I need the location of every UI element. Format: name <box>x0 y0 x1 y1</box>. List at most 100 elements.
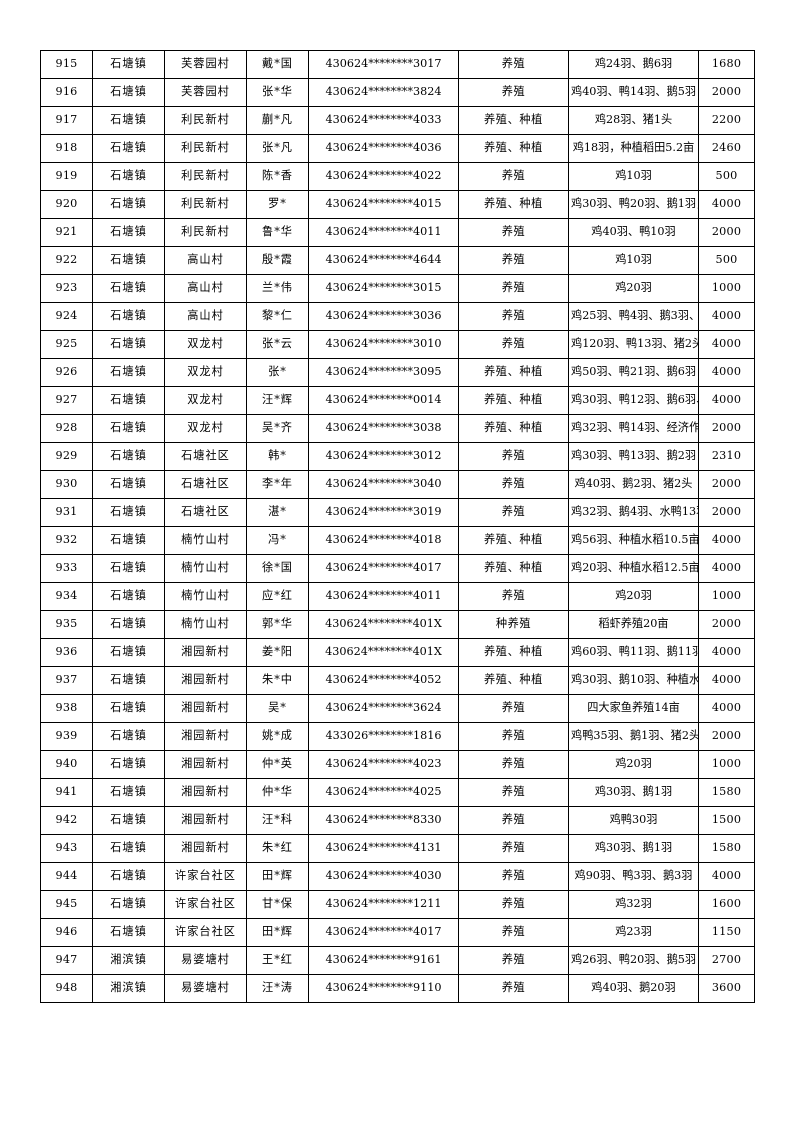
cell-type: 养殖 <box>458 162 569 191</box>
cell-town: 石塘镇 <box>92 526 165 555</box>
cell-village: 双龙村 <box>164 330 247 359</box>
cell-name: 陈*香 <box>246 162 309 191</box>
cell-town: 石塘镇 <box>92 78 165 107</box>
cell-amount: 4000 <box>698 330 755 359</box>
cell-village: 许家台社区 <box>164 890 247 919</box>
cell-village: 双龙村 <box>164 358 247 387</box>
cell-detail: 鸡30羽、鸭12羽、鹅6羽、经济作物5亩 <box>568 386 699 415</box>
cell-detail: 鸡26羽、鸭20羽、鹅5羽 <box>568 946 699 975</box>
cell-amount: 1600 <box>698 890 755 919</box>
cell-sequence: 945 <box>40 890 93 919</box>
cell-name: 罗* <box>246 190 309 219</box>
cell-sequence: 939 <box>40 722 93 751</box>
cell-town: 石塘镇 <box>92 134 165 163</box>
cell-village: 湘园新村 <box>164 750 247 779</box>
cell-sequence: 920 <box>40 190 93 219</box>
cell-id-number: 430624********4017 <box>308 554 459 583</box>
table-row: 915 石塘镇 芙蓉园村 戴*国 430624********3017 养殖 鸡24羽、鹅6… <box>40 50 755 79</box>
cell-amount: 1580 <box>698 778 755 807</box>
cell-sequence: 932 <box>40 526 93 555</box>
cell-amount: 2000 <box>698 78 755 107</box>
table-row: 942 石塘镇 湘园新村 汪*科 430624********8330 养殖 鸡鸭30羽 15… <box>40 806 755 835</box>
cell-detail: 鸡32羽 <box>568 890 699 919</box>
cell-sequence: 921 <box>40 218 93 247</box>
cell-town: 石塘镇 <box>92 694 165 723</box>
cell-type: 养殖 <box>458 498 569 527</box>
cell-name: 冯* <box>246 526 309 555</box>
cell-sequence: 934 <box>40 582 93 611</box>
cell-id-number: 430624********401X <box>308 638 459 667</box>
cell-name: 田*辉 <box>246 862 309 891</box>
cell-town: 石塘镇 <box>92 666 165 695</box>
table-row: 939 石塘镇 湘园新村 姚*成 433026********1816 养殖 鸡鸭35羽、鹅… <box>40 722 755 751</box>
cell-sequence: 923 <box>40 274 93 303</box>
cell-id-number: 430624********3624 <box>308 694 459 723</box>
cell-sequence: 943 <box>40 834 93 863</box>
cell-type: 养殖 <box>458 918 569 947</box>
cell-detail: 鸡32羽、鹅4羽、水鸭13羽 <box>568 498 699 527</box>
cell-amount: 2000 <box>698 610 755 639</box>
cell-town: 石塘镇 <box>92 610 165 639</box>
cell-detail: 鸡60羽、鸭11羽、鹅11羽 <box>568 638 699 667</box>
cell-town: 石塘镇 <box>92 470 165 499</box>
cell-detail: 鸡23羽 <box>568 918 699 947</box>
cell-name: 郭*华 <box>246 610 309 639</box>
cell-town: 石塘镇 <box>92 442 165 471</box>
cell-detail: 鸡20羽、种植水稻12.5亩 <box>568 554 699 583</box>
table-row: 924 石塘镇 高山村 黎*仁 430624********3036 养殖 鸡25羽、鸭4羽… <box>40 302 755 331</box>
cell-name: 李*年 <box>246 470 309 499</box>
cell-id-number: 430624********9110 <box>308 974 459 1003</box>
cell-amount: 1000 <box>698 274 755 303</box>
table-row: 934 石塘镇 楠竹山村 应*红 430624********4011 养殖 鸡20羽 100… <box>40 582 755 611</box>
cell-sequence: 924 <box>40 302 93 331</box>
cell-type: 养殖 <box>458 50 569 79</box>
cell-id-number: 430624********3038 <box>308 414 459 443</box>
cell-id-number: 430624********4017 <box>308 918 459 947</box>
cell-sequence: 929 <box>40 442 93 471</box>
cell-name: 吴*齐 <box>246 414 309 443</box>
cell-sequence: 948 <box>40 974 93 1003</box>
cell-village: 双龙村 <box>164 386 247 415</box>
cell-village: 易婆塘村 <box>164 974 247 1003</box>
cell-id-number: 430624********3010 <box>308 330 459 359</box>
table-row: 947 湘滨镇 易婆塘村 王*红 430624********9161 养殖 鸡26羽、鸭2… <box>40 946 755 975</box>
cell-town: 石塘镇 <box>92 806 165 835</box>
cell-id-number: 430624********9161 <box>308 946 459 975</box>
table-row: 937 石塘镇 湘园新村 朱*中 430624********4052 养殖、种植 鸡30羽… <box>40 666 755 695</box>
table-row: 919 石塘镇 利民新村 陈*香 430624********4022 养殖 鸡10羽 500 <box>40 162 755 191</box>
cell-type: 养殖 <box>458 246 569 275</box>
cell-detail: 鸡30羽、鹅1羽 <box>568 778 699 807</box>
cell-sequence: 937 <box>40 666 93 695</box>
cell-town: 石塘镇 <box>92 722 165 751</box>
cell-id-number: 433026********1816 <box>308 722 459 751</box>
cell-id-number: 430624********3036 <box>308 302 459 331</box>
cell-sequence: 918 <box>40 134 93 163</box>
cell-type: 养殖、种植 <box>458 554 569 583</box>
cell-id-number: 430624********4018 <box>308 526 459 555</box>
cell-amount: 1000 <box>698 750 755 779</box>
cell-id-number: 430624********3824 <box>308 78 459 107</box>
cell-village: 易婆塘村 <box>164 946 247 975</box>
cell-type: 养殖 <box>458 582 569 611</box>
cell-town: 石塘镇 <box>92 414 165 443</box>
table-row: 927 石塘镇 双龙村 汪*辉 430624********0014 养殖、种植 鸡30羽、… <box>40 386 755 415</box>
cell-detail: 鸡30羽、鸭20羽、鹅1羽，种植水稻6.2亩 <box>568 190 699 219</box>
cell-village: 湘园新村 <box>164 834 247 863</box>
cell-amount: 500 <box>698 162 755 191</box>
cell-type: 养殖 <box>458 862 569 891</box>
cell-town: 湘滨镇 <box>92 974 165 1003</box>
cell-village: 湘园新村 <box>164 638 247 667</box>
cell-type: 养殖 <box>458 470 569 499</box>
cell-sequence: 935 <box>40 610 93 639</box>
cell-id-number: 430624********3095 <box>308 358 459 387</box>
cell-detail: 鸡25羽、鸭4羽、鹅3羽、猪4头 <box>568 302 699 331</box>
cell-detail: 鸡鸭30羽 <box>568 806 699 835</box>
cell-town: 石塘镇 <box>92 834 165 863</box>
cell-amount: 500 <box>698 246 755 275</box>
table-row: 943 石塘镇 湘园新村 朱*红 430624********4131 养殖 鸡30羽、鹅1… <box>40 834 755 863</box>
cell-name: 殷*霞 <box>246 246 309 275</box>
cell-sequence: 947 <box>40 946 93 975</box>
cell-village: 楠竹山村 <box>164 554 247 583</box>
cell-type: 养殖、种植 <box>458 526 569 555</box>
